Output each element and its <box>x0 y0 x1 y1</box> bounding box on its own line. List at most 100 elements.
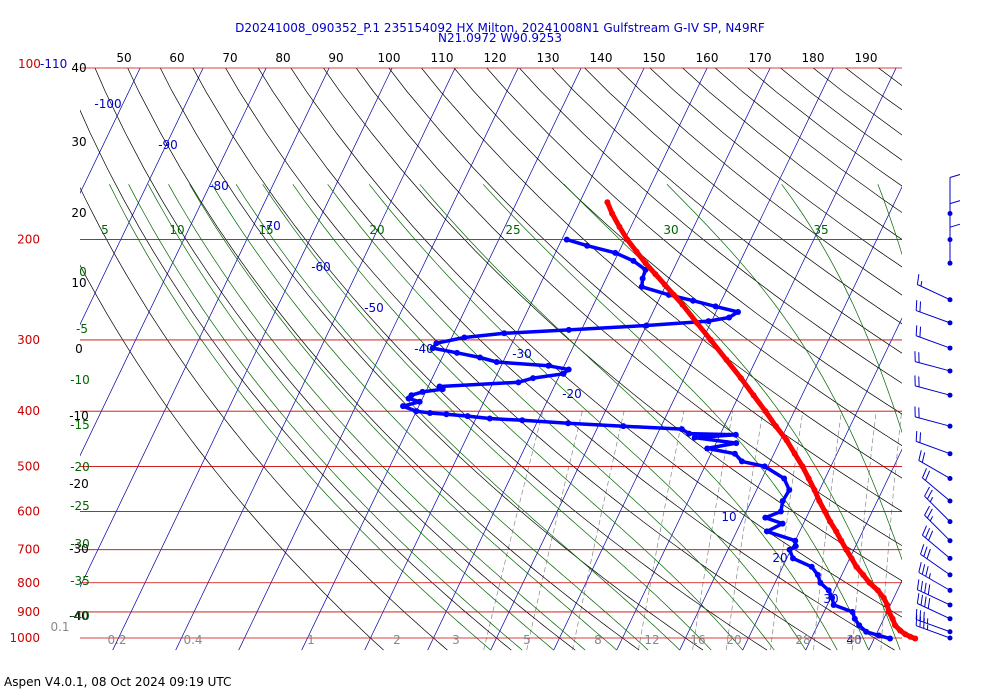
dewpoint-point <box>825 587 832 594</box>
pressure-label: 400 <box>17 404 40 418</box>
isotherm-label: 20 <box>772 551 787 565</box>
wind-barb-column <box>914 174 961 641</box>
mixing-ratio-label: 36 <box>846 633 861 647</box>
temperature-point <box>884 601 891 608</box>
temperature-point <box>892 622 899 629</box>
temperature-point <box>750 392 757 399</box>
top-scale-label: 130 <box>537 51 560 65</box>
wind-barb <box>914 375 953 398</box>
dry-adiabat-line <box>453 68 902 447</box>
dry-adiabat-line <box>747 68 902 187</box>
dewpoint-point <box>731 450 738 457</box>
pressure-label: -110 <box>40 57 67 71</box>
left-scale-label: 10 <box>71 276 86 290</box>
wind-barb <box>915 300 953 326</box>
top-scale-label: 160 <box>696 51 719 65</box>
mixing-ratio-line <box>813 411 842 651</box>
dewpoint-point <box>863 628 870 635</box>
dewpoint-point <box>563 236 570 243</box>
left-scale-label: -40 <box>69 609 89 623</box>
top-scale-label: 50 <box>116 51 131 65</box>
temperature-point <box>693 319 700 326</box>
moist-adiabat-line <box>781 184 902 434</box>
dewpoint-point <box>856 622 863 629</box>
moist-adiabat-line <box>235 184 680 651</box>
temperature-point <box>902 631 909 638</box>
temperature-point <box>707 336 714 343</box>
top-scale-label: 80 <box>275 51 290 65</box>
isotherm-label: -60 <box>311 260 331 274</box>
temperature-point <box>833 528 840 535</box>
dewpoint-point <box>565 326 572 333</box>
moist-adiabat-line <box>147 184 554 651</box>
isotherm-label: -40 <box>414 342 434 356</box>
moist-adiabat-line <box>189 184 617 651</box>
left-scale-label: 40 <box>71 61 86 75</box>
dewpoint-point <box>763 528 770 535</box>
dewpoint-point <box>461 334 468 341</box>
wind-barb <box>924 505 953 544</box>
moist-adiabat-line <box>666 184 902 561</box>
wind-barb <box>918 562 953 593</box>
moist-adiabat-line <box>168 184 586 651</box>
dry-adiabat-line <box>875 42 1000 650</box>
pressure-label: 200 <box>17 233 40 247</box>
dewpoint-point <box>493 359 500 366</box>
left-scale-label: 0 <box>75 342 83 356</box>
temperature-point <box>624 236 631 243</box>
moist-adiabat-line <box>563 184 901 651</box>
top-scale-label: 120 <box>484 51 507 65</box>
mixing-ratio-line <box>880 411 902 651</box>
wind-barb <box>921 468 953 504</box>
moist-adiabat-label: -40 <box>70 609 90 623</box>
dewpoint-point <box>781 475 788 482</box>
pressure-label: 100 <box>18 57 41 71</box>
temperature-point <box>816 498 823 505</box>
temperature-point <box>827 518 834 525</box>
dewpoint-point <box>515 379 522 386</box>
isotherm-line <box>112 68 393 651</box>
temperature-point <box>848 555 855 562</box>
dewpoint-point <box>416 398 423 405</box>
temperature-point <box>679 301 686 308</box>
software-footer: Aspen V4.0.1, 08 Oct 2024 09:19 UTC <box>4 675 232 689</box>
isotherm-label: -100 <box>94 97 121 111</box>
dry-adiabat-line <box>323 68 902 582</box>
dewpoint-point <box>738 458 745 465</box>
dewpoint-point <box>786 546 793 553</box>
dewpoint-point <box>733 440 740 447</box>
isotherm-line <box>80 68 267 457</box>
mixing-ratio-line <box>852 411 877 651</box>
isotherm-label: -20 <box>562 387 582 401</box>
mixing-ratio-label: 20 <box>726 633 741 647</box>
dewpoint-point <box>726 314 733 321</box>
temperature-point <box>885 608 892 615</box>
pressure-label: 700 <box>17 543 40 557</box>
mixing-ratio-label: 0.4 <box>183 633 202 647</box>
moist-adiabat-label: 15 <box>258 223 273 237</box>
dewpoint-point <box>735 309 742 316</box>
moist-adiabat-line <box>292 184 743 651</box>
pressure-label: 1000 <box>9 631 40 645</box>
dewpoint-point <box>732 431 739 438</box>
temperature-point <box>821 508 828 515</box>
dewpoint-point <box>429 345 436 352</box>
dewpoint-point <box>433 340 440 347</box>
dewpoint-point <box>501 330 508 337</box>
dewpoint-line <box>401 237 891 641</box>
temperature-point <box>642 260 649 267</box>
dewpoint-point <box>638 283 645 290</box>
top-scale-label: 60 <box>169 51 184 65</box>
moist-adiabat-label: -30 <box>70 537 90 551</box>
pressure-label: 800 <box>17 576 40 590</box>
dewpoint-point <box>779 520 786 527</box>
dewpoint-point <box>704 445 711 452</box>
dewpoint-point <box>762 514 769 521</box>
dry-adiabat-line <box>388 68 902 512</box>
moist-adiabat-line <box>368 184 806 651</box>
chart-title: D20241008_090352_P.1 235154092 HX Milton… <box>235 21 765 35</box>
dewpoint-point <box>464 413 471 420</box>
dewpoint-point <box>453 349 460 356</box>
left-scale-label: 20 <box>71 206 86 220</box>
